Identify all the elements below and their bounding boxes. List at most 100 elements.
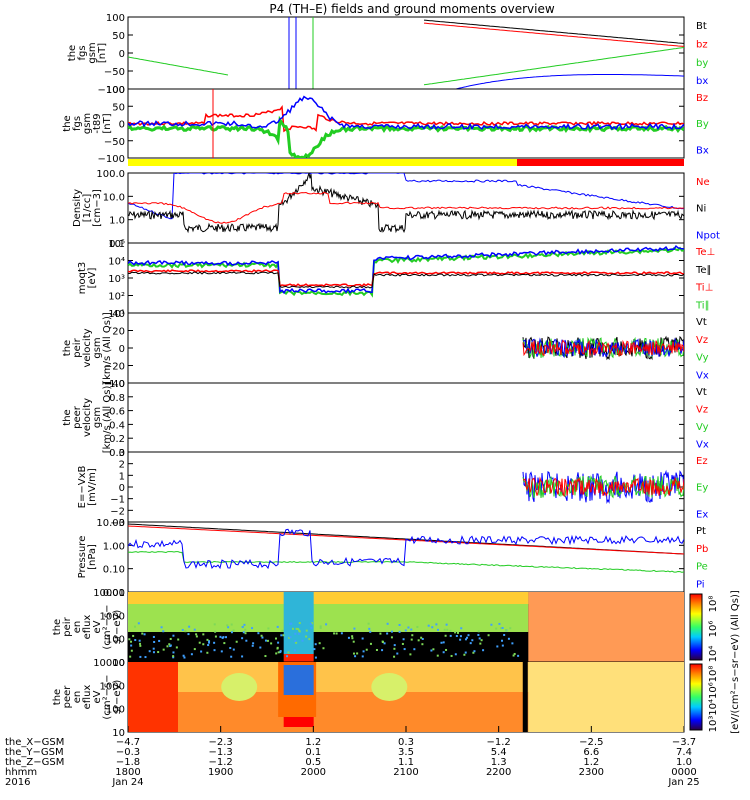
spec-pixel: [454, 653, 457, 656]
spec-pixel: [188, 625, 191, 628]
spec-pixel: [261, 636, 264, 639]
spec-pixel: [208, 640, 211, 643]
svg-text:10⁴: 10⁴: [708, 699, 719, 716]
xtick-label: −2.3: [209, 737, 233, 748]
xtick-label: 1800: [115, 767, 140, 778]
spec-pixel: [404, 629, 407, 632]
spec-pixel: [288, 636, 291, 639]
ylabel-line: -t89: [92, 113, 103, 133]
spec-pixel: [464, 638, 467, 641]
legend-Vz: Vz: [696, 404, 708, 415]
ytick-label: 10⁵: [108, 239, 125, 250]
xtick-label: 1.1: [398, 757, 414, 768]
spec-pixel: [503, 633, 506, 636]
xtick-label: 1.0: [676, 757, 692, 768]
spec-pixel: [168, 643, 171, 646]
spec-pixel: [223, 642, 226, 645]
xaxis-row-label: hhmm: [5, 767, 37, 778]
ytick-label: −20: [104, 362, 125, 373]
ytick-label: 50: [112, 102, 125, 113]
xtick-label: 0000: [671, 767, 696, 778]
xaxis-row-label: the_Z−GSM: [5, 757, 64, 768]
legend-Pt: Pt: [696, 526, 706, 537]
spec-pixel: [436, 654, 439, 657]
spec-pixel: [183, 656, 186, 659]
spec-pixel: [134, 639, 137, 642]
x-axis: the_X−GSM −4.7 −2.3 1.2 0.3 −1.2 −2.5 −3.7 the_Y…: [5, 726, 700, 788]
spec-pixel: [275, 652, 278, 655]
spec-pixel: [144, 656, 147, 659]
ytick-label: 0.2: [109, 434, 125, 445]
spec-pixel: [362, 650, 365, 653]
spec-pixel: [198, 641, 201, 644]
ytick-label: 10000: [93, 658, 125, 669]
spec-pixel: [130, 644, 133, 647]
spec-pixel: [130, 649, 133, 652]
spec-pixel: [443, 628, 446, 631]
ytick-label: 10000: [93, 588, 125, 599]
ylabel-line: (cm²−s−: [102, 674, 113, 719]
ytick-label: 0.0: [109, 448, 125, 459]
xtick-label: 1900: [208, 767, 233, 778]
spec-pixel: [148, 650, 151, 653]
series-Te_par: [128, 244, 684, 295]
spec-pixel: [335, 632, 338, 635]
plot-area: [128, 592, 684, 662]
plot-area: [128, 17, 684, 89]
spec-pixel: [291, 627, 294, 630]
spec-pixel: [294, 632, 297, 635]
spec-pixel: [213, 641, 216, 644]
ytick-label: −3: [110, 518, 125, 529]
panel-pressure: 10.00 1.00 0.10 0.01 Pressure [nPa] Pt Pb Pe Pi: [77, 518, 708, 599]
spec-pixel: [301, 639, 304, 642]
xtick-label: 0.3: [398, 737, 414, 748]
spec-pixel: [445, 623, 448, 626]
spec-pixel: [251, 627, 254, 630]
ytick-label: 20: [112, 327, 125, 338]
spec-pixel: [200, 650, 203, 653]
ylabel-line: fgs: [77, 45, 88, 60]
ytick-label: 1000: [100, 681, 125, 692]
spec-pixel: [297, 627, 300, 630]
series-Bz: [128, 105, 684, 133]
svg-text:10⁴: 10⁴: [708, 646, 719, 663]
xtick-label: 1.2: [583, 757, 599, 768]
panel-fgs: 100 50 0 −50 −100 the fgs gsm [nT] Bt bz by bx: [67, 13, 708, 96]
legend-Vz: Vz: [696, 335, 708, 346]
panel-peir_spec: 10000 1000 100 10 the peir en eflux eV (cm²−s− sr−…: [52, 588, 685, 669]
spec-pixel: [421, 637, 424, 640]
spec-pixel: [421, 643, 424, 646]
spec-pixel: [410, 638, 413, 641]
spec-pixel: [202, 643, 205, 646]
ylabel-line: velocity: [82, 398, 93, 437]
ylabel-line: moqt3: [77, 262, 88, 295]
plot-area: [522, 469, 684, 505]
spec-pixel: [496, 645, 499, 648]
spec-pixel: [175, 646, 178, 649]
spec-pixel: [501, 626, 504, 629]
spec-pixel: [314, 643, 317, 646]
ylabel-line: sr−eV): [112, 680, 123, 715]
spec-pixel: [403, 648, 406, 651]
spec-pixel: [162, 648, 165, 651]
ylabel-line: peer: [62, 685, 73, 709]
ylabel-line: gsm: [87, 42, 98, 63]
spec-pixel: [311, 622, 314, 625]
spec-pixel: [202, 633, 205, 636]
spec-pixel: [390, 636, 393, 639]
spec-pixel: [241, 625, 244, 628]
spec-pixel: [230, 631, 233, 634]
spec-pixel: [480, 639, 483, 642]
ytick-label: 1: [119, 471, 125, 482]
spec-pixel: [513, 652, 516, 655]
spec-pixel: [369, 642, 372, 645]
ytick-label: 0.8: [109, 393, 125, 404]
series-noise: [522, 476, 684, 498]
ylabel-line: [cm−3]: [92, 189, 103, 227]
spec-pixel: [184, 630, 187, 633]
spec-pixel: [460, 627, 463, 630]
spec-pixel: [454, 631, 457, 634]
legend-bz: bz: [696, 39, 708, 50]
